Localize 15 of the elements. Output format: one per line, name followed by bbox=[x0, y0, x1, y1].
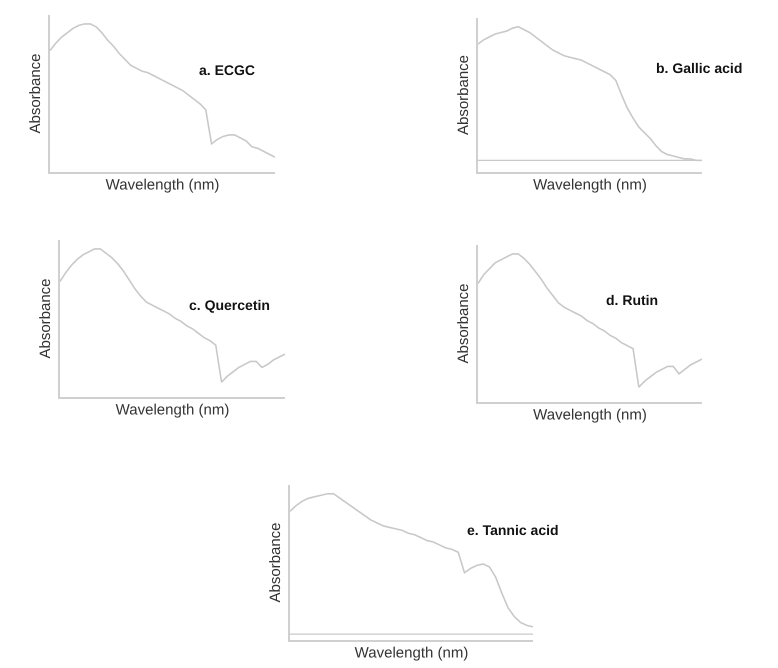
y-axis-title: Absorbance bbox=[37, 278, 54, 359]
x-axis-title: Wavelength (nm) bbox=[533, 176, 647, 194]
y-axis-title: Absorbance bbox=[27, 53, 44, 134]
x-axis-title: Wavelength (nm) bbox=[116, 401, 230, 418]
y-axis-title: Absorbance bbox=[455, 283, 472, 364]
x-axis-title: Wavelength (nm) bbox=[106, 176, 220, 194]
y-axis-title: Absorbance bbox=[267, 522, 284, 603]
text: d. Rutin bbox=[606, 292, 658, 308]
x-axis-title: Wavelength (nm) bbox=[354, 644, 468, 662]
text: c. Quercetin bbox=[189, 297, 270, 313]
y-axis-title: Absorbance bbox=[455, 54, 472, 136]
x-axis-title: Wavelength (nm) bbox=[533, 406, 647, 424]
text: e. Tannic acid bbox=[467, 522, 559, 538]
text: a. ECGC bbox=[199, 62, 256, 78]
text: b. Gallic acid bbox=[656, 60, 742, 76]
